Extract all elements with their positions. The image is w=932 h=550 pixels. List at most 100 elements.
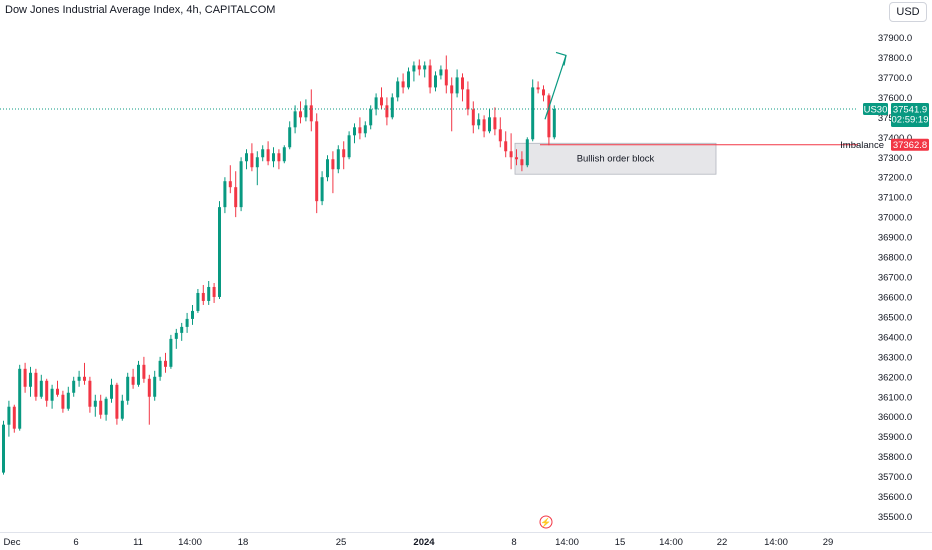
price-axis[interactable]: 37900.037800.037700.037600.037500.037400… (878, 33, 912, 523)
candle-body (99, 400, 103, 415)
candle-body (293, 111, 297, 128)
y-tick-label: 37400.0 (878, 133, 912, 144)
y-tick-label: 36800.0 (878, 253, 912, 264)
bullish-order-block[interactable] (514, 142, 717, 175)
y-tick-label: 37700.0 (878, 73, 912, 84)
candle-body (342, 149, 346, 158)
x-tick-label: 11 (133, 537, 143, 548)
event-marker[interactable]: ⚡ (539, 515, 553, 529)
x-tick-label: 2024 (413, 537, 435, 548)
candle-body (320, 177, 324, 202)
y-tick-label: 37900.0 (878, 33, 912, 44)
candle-body (336, 149, 340, 170)
y-tick-label: 36500.0 (878, 312, 912, 323)
candle-body (50, 388, 54, 401)
candle-body (201, 292, 205, 301)
candle-body (23, 368, 27, 387)
candle-body (272, 153, 275, 162)
candle-body (369, 109, 373, 126)
y-tick-label: 37800.0 (878, 53, 912, 64)
candle-body (304, 105, 308, 118)
y-tick-label: 37100.0 (878, 193, 912, 204)
candle-body (196, 292, 200, 311)
y-tick-label: 35800.0 (878, 452, 912, 463)
candle-body (29, 372, 32, 387)
y-tick-label: 36400.0 (878, 332, 912, 343)
candle-body (266, 149, 270, 162)
last-price-tag (891, 102, 929, 127)
chart-title: Dow Jones Industrial Average Index, 4h, … (5, 4, 276, 16)
candle-body (255, 157, 259, 168)
candle-body (423, 65, 427, 70)
x-tick-label: 14:00 (178, 537, 202, 548)
imbalance-price-tag (891, 138, 929, 151)
candle-body (331, 159, 335, 170)
y-tick-label: 35500.0 (878, 512, 912, 523)
candle-body (374, 97, 378, 110)
x-tick-label: 22 (717, 537, 728, 548)
candle-body (207, 286, 211, 301)
y-tick-label: 37300.0 (878, 153, 912, 164)
x-tick-label: 14:00 (555, 537, 579, 548)
candle-body (542, 89, 545, 96)
candle-body (358, 127, 362, 134)
candle-body (363, 125, 367, 134)
candle-body (299, 111, 302, 118)
candle-body (18, 368, 22, 429)
y-tick-label: 37000.0 (878, 213, 912, 224)
x-tick-label: 18 (238, 537, 249, 548)
candle-body (353, 127, 356, 136)
candle-body (7, 406, 11, 425)
projection-arrow[interactable] (544, 51, 567, 120)
candle-body (428, 65, 432, 88)
candle-body (2, 424, 5, 473)
candle-body (282, 147, 286, 162)
candle-body (234, 187, 238, 208)
candle-body (493, 117, 497, 130)
candle-body (488, 117, 491, 132)
y-tick-label: 35900.0 (878, 432, 912, 443)
candle-body (245, 153, 248, 162)
order-block-layer: Bullish order block (514, 142, 717, 175)
y-tick-label: 36600.0 (878, 292, 912, 303)
candle-body (218, 207, 221, 297)
x-tick-label: 6 (73, 537, 78, 548)
x-tick-label: Dec (4, 537, 21, 548)
candle-body (120, 400, 124, 419)
candle-body (455, 77, 459, 94)
x-tick-label: 29 (823, 537, 834, 548)
x-tick-label: 15 (615, 537, 626, 548)
symbol-tag-text: US30 (864, 104, 888, 115)
candle-body (180, 326, 184, 333)
candle-body (482, 119, 486, 132)
candle-body (466, 89, 470, 110)
candle-body (169, 338, 173, 367)
candle-body (137, 364, 140, 385)
candle-body (34, 372, 38, 397)
candle-body (83, 376, 86, 381)
candle-body (461, 77, 464, 90)
y-tick-label: 36900.0 (878, 233, 912, 244)
candle-body (39, 380, 43, 397)
candle-body (450, 85, 454, 94)
candle-body (72, 380, 76, 393)
y-tick-label: 36700.0 (878, 273, 912, 284)
currency-button[interactable]: USD (889, 2, 927, 22)
y-tick-label: 35700.0 (878, 472, 912, 483)
candle-body (61, 394, 65, 409)
time-axis[interactable]: Dec 6 11 14:00 18 25 2024 8 14:00 15 14:00 22 14:00 2… (4, 537, 834, 548)
candle-body (444, 69, 448, 86)
candle-body (531, 87, 535, 140)
candle-body (191, 310, 194, 319)
y-tick-label: 36100.0 (878, 392, 912, 403)
imbalance-price-value: 37362.8 (893, 140, 927, 151)
candle-body (212, 286, 216, 297)
y-tick-label: 37600.0 (878, 93, 912, 104)
candle-body (88, 380, 92, 407)
candle-body (401, 81, 405, 88)
candle-body (126, 376, 130, 401)
candle-body (498, 129, 502, 142)
candle-body (407, 71, 410, 88)
candle-body (471, 109, 475, 126)
